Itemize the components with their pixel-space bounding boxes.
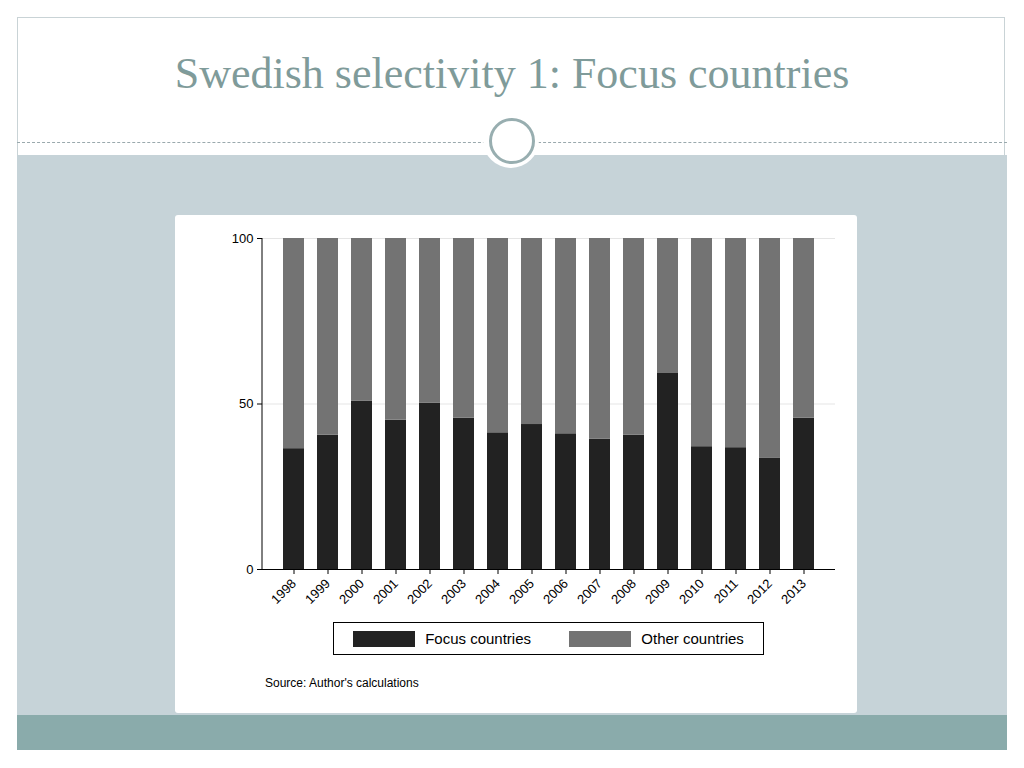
svg-text:2001: 2001	[370, 576, 401, 607]
html-text:Focus countries: Focus countries	[425, 630, 531, 647]
svg-text:2008: 2008	[608, 576, 639, 607]
html-text:Other countries: Other countries	[641, 630, 744, 647]
svg-text:1999: 1999	[302, 576, 333, 607]
svg-text:2000: 2000	[336, 576, 367, 607]
svg-text:0: 0	[246, 562, 253, 577]
html-text:Swedish selectivity 1: Focus c: Swedish selectivity 1: Focus countries	[174, 49, 850, 98]
svg-text:2011: 2011	[711, 576, 741, 606]
svg-text:2004: 2004	[472, 576, 503, 607]
svg-text:100: 100	[232, 231, 254, 246]
svg-text:1998: 1998	[268, 576, 299, 607]
html-text:Source: Author's calculations: Source: Author's calculations	[265, 676, 419, 690]
svg-text:2012: 2012	[744, 576, 775, 607]
svg-text:50: 50	[239, 396, 253, 411]
svg-text:2010: 2010	[676, 576, 707, 607]
svg-text:2009: 2009	[642, 576, 673, 607]
svg-text:2005: 2005	[506, 576, 537, 607]
svg-text:2013: 2013	[778, 576, 809, 607]
svg-text:2002: 2002	[404, 576, 435, 607]
svg-text:2007: 2007	[574, 576, 605, 607]
svg-text:2006: 2006	[540, 576, 571, 607]
svg-text:2003: 2003	[438, 576, 469, 607]
